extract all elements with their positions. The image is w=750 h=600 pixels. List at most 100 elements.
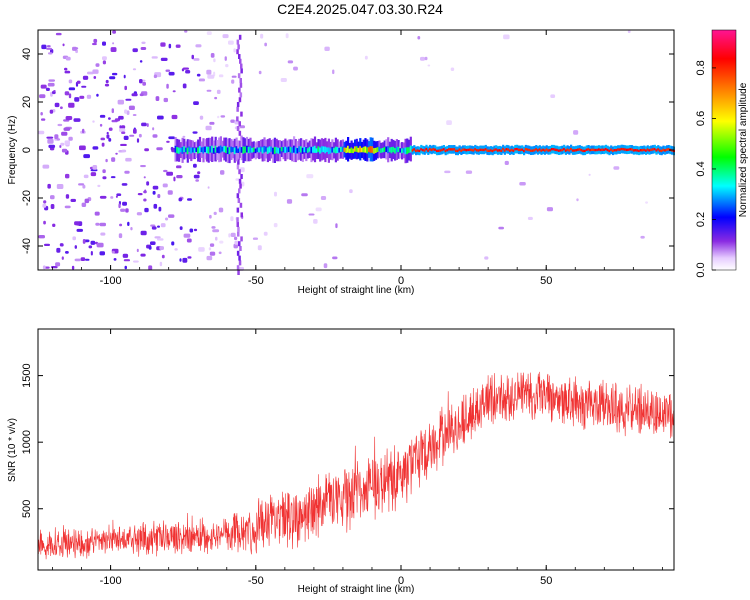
spectrogram-cell — [472, 149, 475, 152]
spectrogram-cell — [132, 114, 137, 116]
spectrogram-cell — [542, 148, 545, 151]
spectrogram-cell — [127, 221, 130, 226]
spectrogram-cell — [444, 170, 451, 174]
spectrogram-cell — [604, 147, 608, 151]
spectrogram-cell — [236, 49, 239, 55]
spectrogram-cell — [239, 202, 243, 208]
spectrogram-cell — [301, 147, 304, 154]
spectrogram-cell — [486, 149, 489, 152]
spectrogram-cell — [550, 94, 556, 98]
spectrogram-cell — [121, 183, 128, 186]
spectrogram-cell — [139, 93, 144, 97]
spectrogram-cell — [460, 149, 463, 152]
spectrogram-cell — [517, 148, 520, 151]
spectrogram-cell — [406, 147, 409, 155]
spectrogram-cell — [168, 43, 172, 49]
spectrogram-cell — [570, 147, 573, 151]
spectrogram-cell — [68, 79, 73, 84]
snr-x-tick-label: 0 — [398, 575, 404, 587]
spectrogram-cell — [435, 149, 439, 153]
spectrogram-cell — [285, 33, 289, 39]
spectrogram-cell — [256, 147, 259, 153]
spectrogram-cell — [446, 149, 449, 152]
spectrogram-cell — [71, 265, 75, 270]
spectrogram-cell — [60, 106, 63, 110]
spectrogram-cell — [173, 176, 176, 182]
spectrogram-cell — [225, 64, 229, 68]
spectrogram-cell — [617, 148, 620, 151]
spectrogram-cell — [209, 146, 212, 153]
spectrogram-cell — [195, 147, 198, 152]
spectrogram-cell — [61, 256, 64, 260]
spectrogram-cell — [238, 87, 241, 93]
spectrogram-cell — [313, 219, 318, 224]
spectrogram-cell — [533, 149, 536, 152]
spectrogram-cell — [536, 149, 540, 152]
spectrogram-cell — [613, 149, 616, 152]
spectrogram-cell — [239, 246, 242, 251]
spectrogram-cell — [236, 126, 240, 131]
spectrogram-cell — [125, 157, 132, 162]
spectrogram-cell — [458, 148, 461, 151]
spectrogram-cell — [528, 148, 531, 152]
spectrogram-cell — [64, 140, 70, 146]
spectrogram-cell — [401, 148, 404, 154]
spectrogram-cell — [168, 214, 175, 218]
spectrogram-cell — [121, 131, 126, 134]
spectrogram-cell — [571, 149, 574, 152]
spectrogram-cell — [64, 205, 71, 209]
spectrogram-cell — [239, 82, 243, 88]
spectrogram-cell — [336, 147, 339, 153]
spectrogram-cell — [383, 146, 386, 152]
spectrogram-cell — [334, 146, 337, 154]
spectrogram-cell — [240, 147, 243, 153]
spectrogram-cell — [651, 148, 655, 151]
spectrogram-cell — [479, 148, 482, 151]
spectrogram-cell — [399, 148, 402, 153]
spectrogram-cell — [261, 147, 264, 154]
spectrogram-cell — [223, 145, 226, 153]
spectrogram-cell — [84, 198, 90, 204]
spectrogram-cell — [273, 146, 276, 154]
spectrogram-cell — [308, 213, 315, 216]
spectrogram-panel: -100 -50 0 50 -40 -20 0 20 40 Height of straigh… — [7, 29, 675, 296]
spectrogram-cell — [231, 75, 237, 78]
spectrogram-cell — [585, 148, 588, 151]
spectrogram-cell — [141, 122, 147, 127]
spectrogram-cell — [650, 148, 653, 151]
spectrogram-cell — [577, 148, 580, 151]
spectrogram-cell — [54, 102, 60, 108]
spectrogram-cell — [42, 203, 47, 208]
spectrogram-cell — [105, 158, 108, 163]
spectrogram-cell — [125, 98, 132, 101]
snr-frame — [37, 328, 675, 571]
spectrogram-cell — [573, 149, 576, 152]
spectrogram-cell — [215, 236, 218, 241]
colorbar: 0.0 0.2 0.4 0.6 0.8 Normalized spectral ampl… — [695, 29, 749, 278]
spectrogram-cell — [237, 44, 240, 50]
spectrogram-cell — [596, 148, 599, 152]
snr-x-axis-label: Height of straight line (km) — [298, 584, 415, 595]
spectrogram-cell — [420, 56, 425, 61]
spectrogram-cell — [317, 146, 320, 152]
spectrogram-cell — [48, 52, 53, 55]
spectrogram-cell — [557, 149, 560, 152]
spectrogram-cell — [157, 225, 160, 228]
spectrogram-cell — [310, 146, 313, 154]
spectrogram-cell — [206, 69, 212, 75]
snr-series-line — [37, 371, 675, 560]
spectrogram-cell — [645, 201, 648, 204]
spectrogram-cell — [369, 146, 372, 153]
spectrogram-cell — [484, 148, 487, 151]
chart-title: C2E4.2025.047.03.30.R24 — [277, 1, 443, 17]
spectrogram-cell — [315, 148, 318, 153]
spectrogram-cell — [224, 56, 227, 61]
spectrogram-cell — [146, 181, 150, 186]
spectrogram-cell — [205, 146, 209, 154]
spectrogram-cell — [582, 149, 585, 153]
spectrogram-cell — [190, 147, 193, 154]
spectrogram-cell — [394, 148, 397, 154]
spectrogram-cell — [236, 116, 239, 122]
spectrogram-cell — [509, 149, 512, 152]
